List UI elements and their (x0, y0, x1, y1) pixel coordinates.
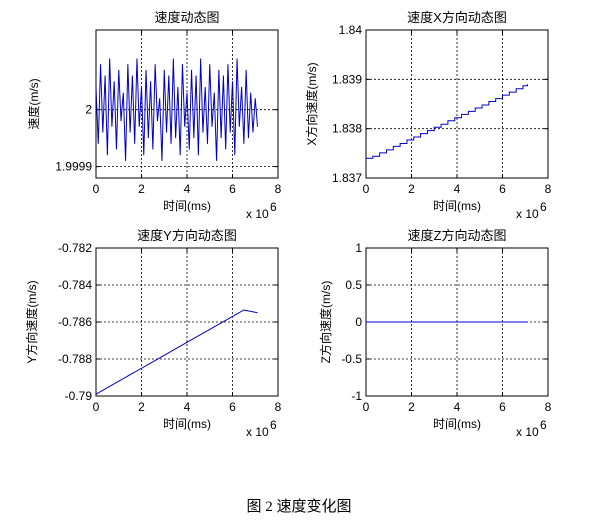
y-tick-label: 1.837 (332, 171, 362, 185)
x-axis-label: 时间(ms) (433, 417, 481, 431)
x-axis-multiplier-exponent: 6 (540, 418, 547, 432)
x-axis-label: 时间(ms) (163, 199, 211, 213)
y-tick-label: -0.79 (65, 389, 93, 403)
x-tick-label: 0 (363, 182, 370, 196)
x-axis-multiplier-exponent: 6 (270, 200, 277, 214)
x-axis-multiplier: x 10 (516, 425, 539, 439)
y-axis-label: Z方向速度(m/s) (318, 281, 333, 364)
y-tick-label: 2 (85, 103, 92, 117)
x-axis-multiplier: x 10 (246, 425, 269, 439)
x-tick-label: 6 (499, 182, 506, 196)
x-tick-label: 2 (408, 400, 415, 414)
x-axis-label: 时间(ms) (163, 417, 211, 431)
x-axis-multiplier: x 10 (246, 207, 269, 221)
series-line-1 (95, 309, 258, 395)
x-tick-label: 8 (545, 400, 552, 414)
x-tick-label: 0 (93, 182, 100, 196)
x-tick-label: 0 (93, 400, 100, 414)
x-tick-label: 6 (499, 400, 506, 414)
x-tick-label: 4 (454, 400, 461, 414)
y-tick-label: 0.5 (345, 278, 362, 292)
x-tick-label: 6 (229, 182, 236, 196)
x-tick-label: 2 (138, 182, 145, 196)
x-tick-label: 4 (454, 182, 461, 196)
series-line-1 (366, 84, 529, 159)
x-tick-label: 4 (184, 400, 191, 414)
x-tick-label: 2 (138, 400, 145, 414)
chart-panel-3: 0 2 4 6 8 -0.79 -0.788 -0.786 -0.784 -0.782 速度Y方向动… (24, 228, 282, 439)
x-tick-label: 8 (545, 182, 552, 196)
y-tick-label: 1.9999 (55, 160, 92, 174)
y-axis-label: Y方向速度(m/s) (24, 280, 39, 363)
x-tick-label: 8 (275, 400, 282, 414)
y-tick-label: -0.786 (58, 315, 92, 329)
chart-title: 速度X方向动态图 (407, 10, 507, 25)
x-axis-multiplier-exponent: 6 (540, 200, 547, 214)
y-axis-label: X方向速度(m/s) (304, 62, 319, 145)
series-line-1 (95, 58, 259, 161)
y-tick-label: -0.784 (58, 278, 92, 292)
x-tick-label: 2 (408, 182, 415, 196)
x-tick-label: 4 (184, 182, 191, 196)
y-tick-label: 1 (355, 241, 362, 255)
x-tick-label: 0 (363, 400, 370, 414)
y-axis-label: 速度(m/s) (26, 78, 41, 129)
y-tick-label: -0.782 (58, 241, 92, 255)
y-tick-label: -0.788 (58, 352, 92, 366)
chart-title: 速度Y方向动态图 (137, 228, 237, 243)
figure-caption: 图 2 速度变化图 (246, 498, 351, 515)
y-tick-label: 1.84 (339, 23, 363, 37)
y-tick-label: 1.839 (332, 72, 362, 86)
y-tick-label: 0 (355, 315, 362, 329)
y-tick-label: 1.838 (332, 122, 362, 136)
x-axis-multiplier-exponent: 6 (270, 418, 277, 432)
x-axis-label: 时间(ms) (433, 199, 481, 213)
x-axis-multiplier: x 10 (516, 207, 539, 221)
y-tick-label: -0.5 (341, 352, 362, 366)
x-tick-label: 6 (229, 400, 236, 414)
chart-title: 速度动态图 (154, 10, 219, 25)
chart-title: 速度Z方向动态图 (408, 228, 507, 243)
y-tick-label: -1 (351, 389, 362, 403)
x-tick-label: 8 (275, 182, 282, 196)
